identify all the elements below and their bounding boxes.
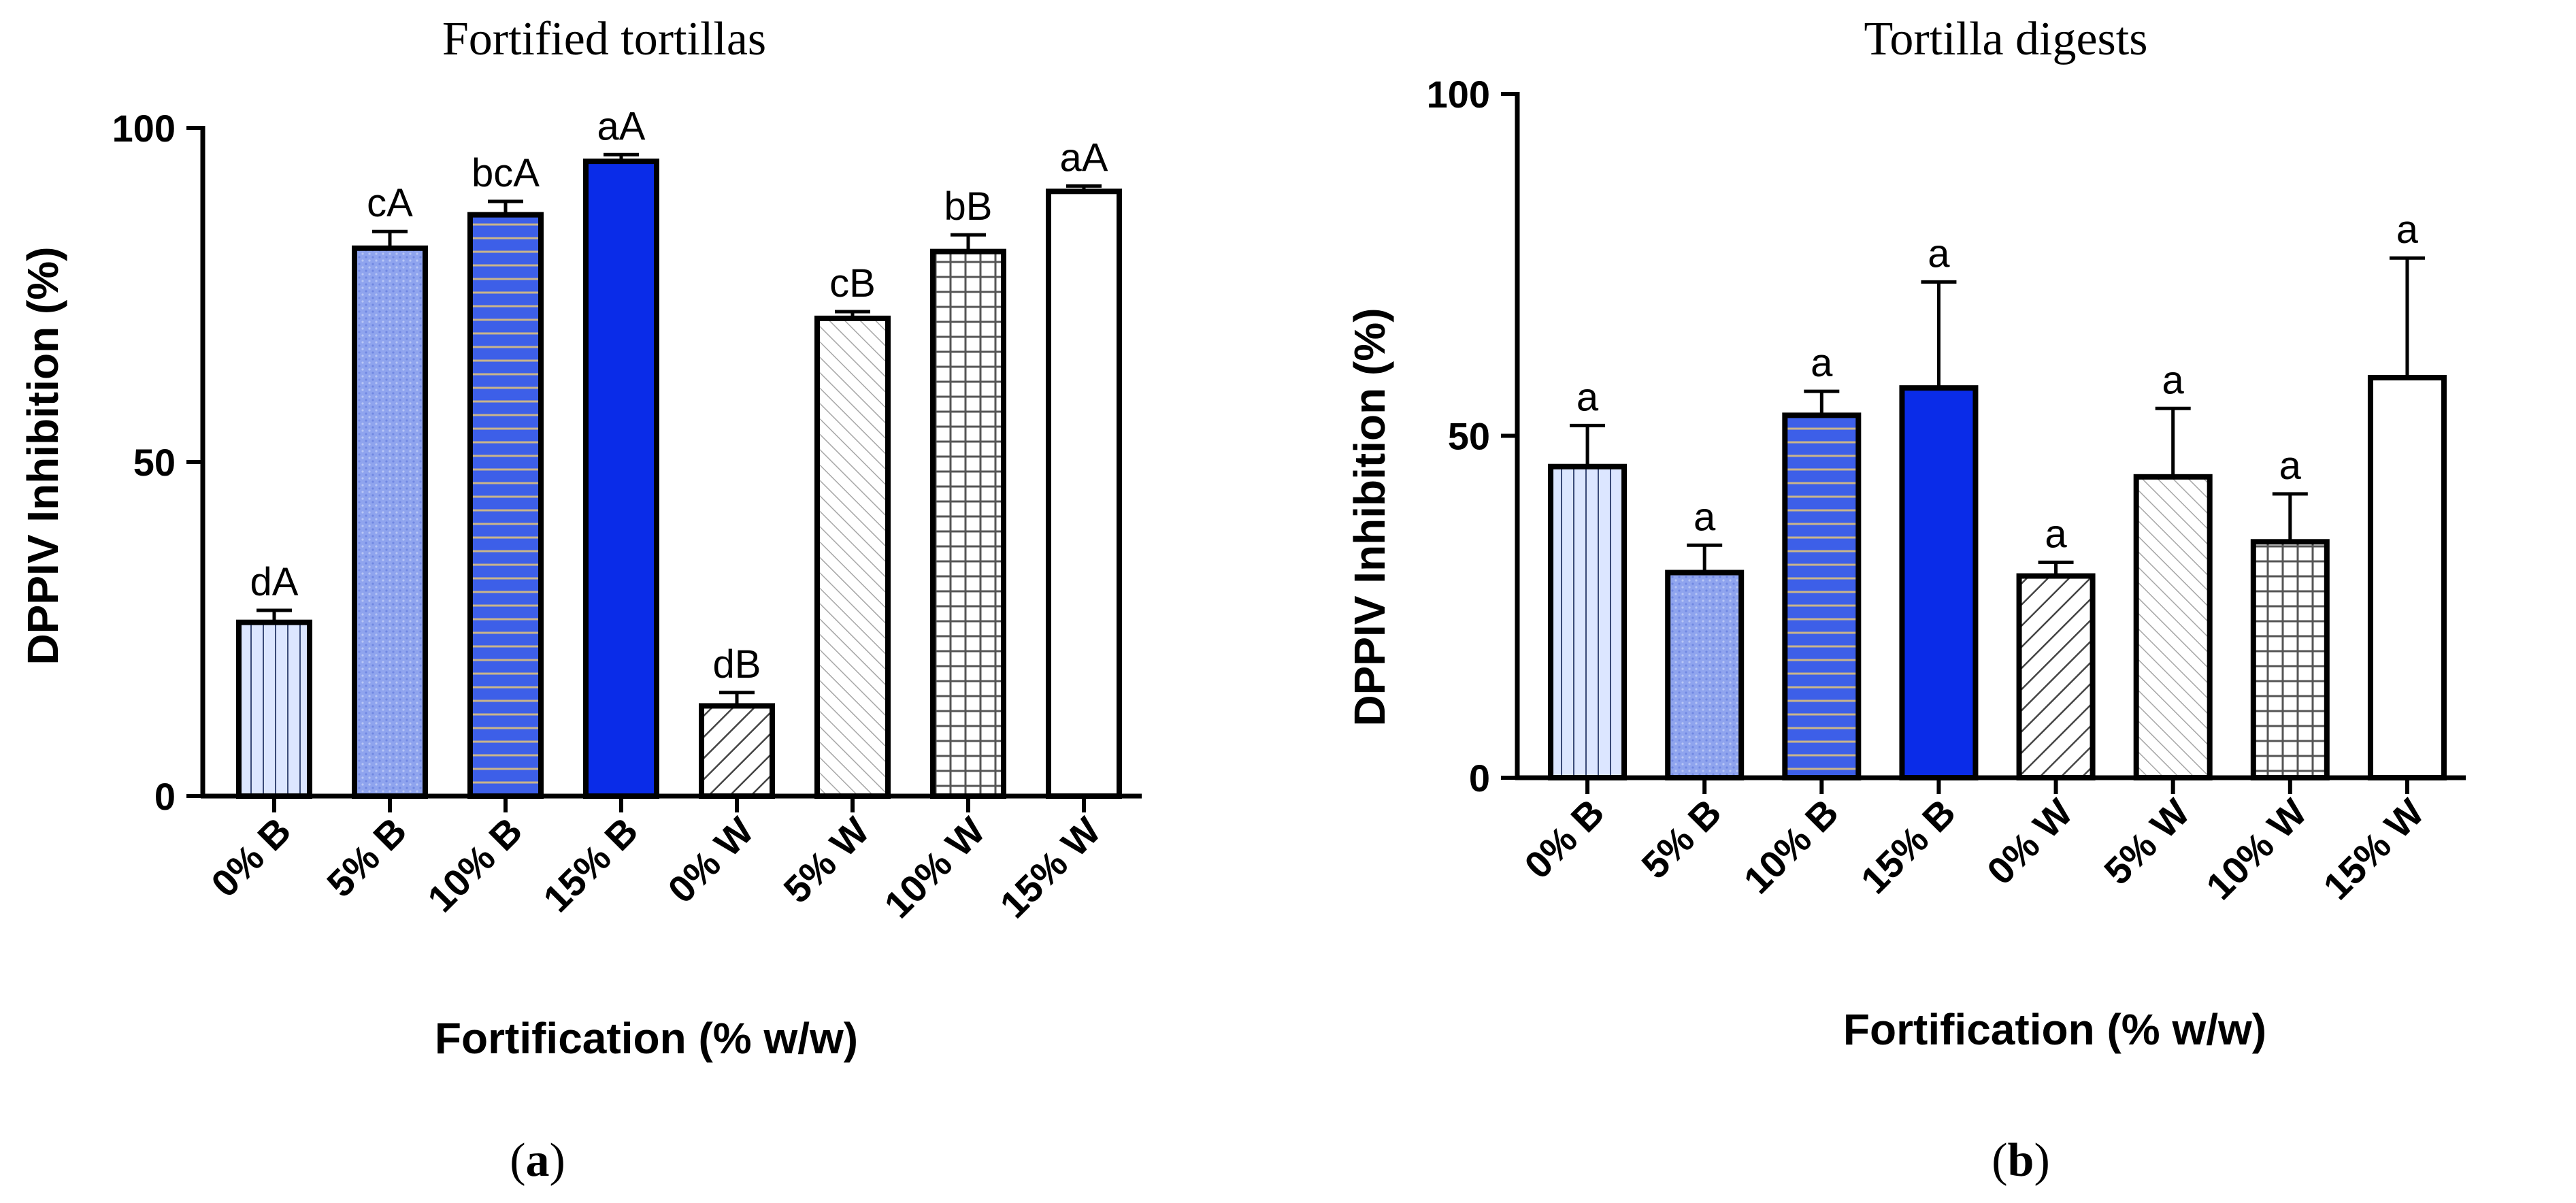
panel-b-significance-label: a: [2396, 208, 2419, 252]
panel-b-title: Tortilla digests: [1864, 13, 2148, 65]
panel-b-significance-label: a: [2279, 444, 2302, 488]
panel-a-y-tick-label: 100: [112, 107, 176, 150]
panel-a-category-label: 15% W: [991, 809, 1108, 926]
panel-b-category-label: 15% W: [2315, 791, 2432, 908]
panel-a-bar: [583, 159, 659, 800]
panel-b-significance-label: a: [1694, 495, 1716, 539]
panel-b-bar: [2133, 474, 2213, 780]
panel-a-y-tick-label: 50: [133, 441, 176, 484]
panel-b-bar: [1665, 570, 1745, 780]
panel-b-significance-label: a: [2045, 512, 2067, 556]
panel-b-bar: [2250, 539, 2330, 781]
panel-b-bar: [1782, 412, 1862, 780]
panel-a-category-label: 5% B: [318, 809, 414, 905]
svg-text:DPPIV Inhibition (%): DPPIV Inhibition (%): [18, 246, 67, 665]
panel-b-marks: 0 50 100 0% B a 5% B a 10% B a 15% B a 0% W a 5% W a 10…: [1427, 73, 2466, 908]
panel-b-significance-label: a: [2162, 358, 2185, 402]
panel-b-bar: [2016, 573, 2096, 781]
panel-b-category-label: 5% W: [2096, 791, 2198, 893]
panel-b-y-tick-label: 0: [1469, 757, 1490, 800]
panel-b-category-label: 0% W: [1979, 791, 2081, 893]
panel-b-bar: [1548, 463, 1628, 780]
panel-a-significance-label: cA: [367, 181, 413, 225]
panel-b-significance-label: a: [1576, 375, 1599, 419]
panel-a-significance-label: cB: [829, 261, 876, 306]
panel-a-significance-label: bcA: [472, 151, 540, 195]
panel-b-category-label: 0% B: [1516, 791, 1612, 887]
panel-a-bar: [699, 703, 775, 800]
panel-a-category-label: 10% W: [876, 809, 993, 926]
panel-a-significance-label: bB: [944, 184, 993, 229]
panel-a-chart: Fortified tortillas DPPIV Inhibition (%)…: [18, 13, 1142, 1187]
panel-b-y-tick-label: 50: [1448, 415, 1490, 458]
panel-b-category-label: 5% B: [1633, 791, 1729, 887]
panel-b-significance-label: a: [1811, 341, 1833, 385]
panel-a-significance-label: aA: [597, 104, 646, 148]
panel-a-title: Fortified tortillas: [442, 13, 766, 65]
panel-a-y-axis-label: DPPIV Inhibition (%): [18, 246, 67, 665]
panel-a-y-tick-label: 0: [154, 775, 176, 818]
panel-b-caption: (b): [1992, 1134, 2050, 1187]
panel-a-significance-label: aA: [1060, 135, 1108, 180]
svg-text:DPPIV Inhibition (%): DPPIV Inhibition (%): [1345, 308, 1394, 726]
panel-a-bar: [236, 619, 312, 799]
panel-a-bar: [467, 212, 544, 800]
panel-b-chart: Tortilla digests DPPIV Inhibition (%) Fo…: [1345, 13, 2466, 1187]
panel-b-category-label: 10% W: [2198, 791, 2315, 908]
panel-b-bar: [1899, 385, 1979, 780]
panel-a-caption: (a): [510, 1134, 565, 1187]
panel-a-bar: [814, 315, 891, 799]
panel-a-significance-label: dA: [250, 560, 299, 604]
panel-a-bar: [352, 245, 428, 799]
panel-a-category-label: 0% B: [203, 809, 299, 905]
panel-b-category-label: 10% B: [1735, 791, 1846, 902]
panel-a-category-label: 0% W: [659, 809, 761, 911]
panel-a-category-label: 5% W: [775, 809, 877, 911]
panel-a-category-label: 15% B: [535, 809, 646, 920]
panel-a-marks: 0 50 100 0% B dA 5% B cA 10% B bcA 15% B aA 0% W dB 5…: [112, 104, 1142, 926]
panel-a-bar: [930, 248, 1006, 800]
panel-b-bar: [2367, 375, 2447, 780]
panel-a-significance-label: dB: [713, 642, 761, 687]
panel-a-category-label: 10% B: [419, 809, 530, 920]
panel-b-y-tick-label: 100: [1427, 73, 1490, 116]
panel-a-bar: [1046, 188, 1122, 800]
panel-a-x-axis-label: Fortification (% w/w): [435, 1014, 858, 1063]
panel-b-significance-label: a: [1928, 231, 1950, 276]
panel-b-category-label: 15% B: [1853, 791, 1964, 902]
panel-b-x-axis-label: Fortification (% w/w): [1843, 1005, 2266, 1054]
panel-b-y-axis-label: DPPIV Inhibition (%): [1345, 308, 1394, 726]
